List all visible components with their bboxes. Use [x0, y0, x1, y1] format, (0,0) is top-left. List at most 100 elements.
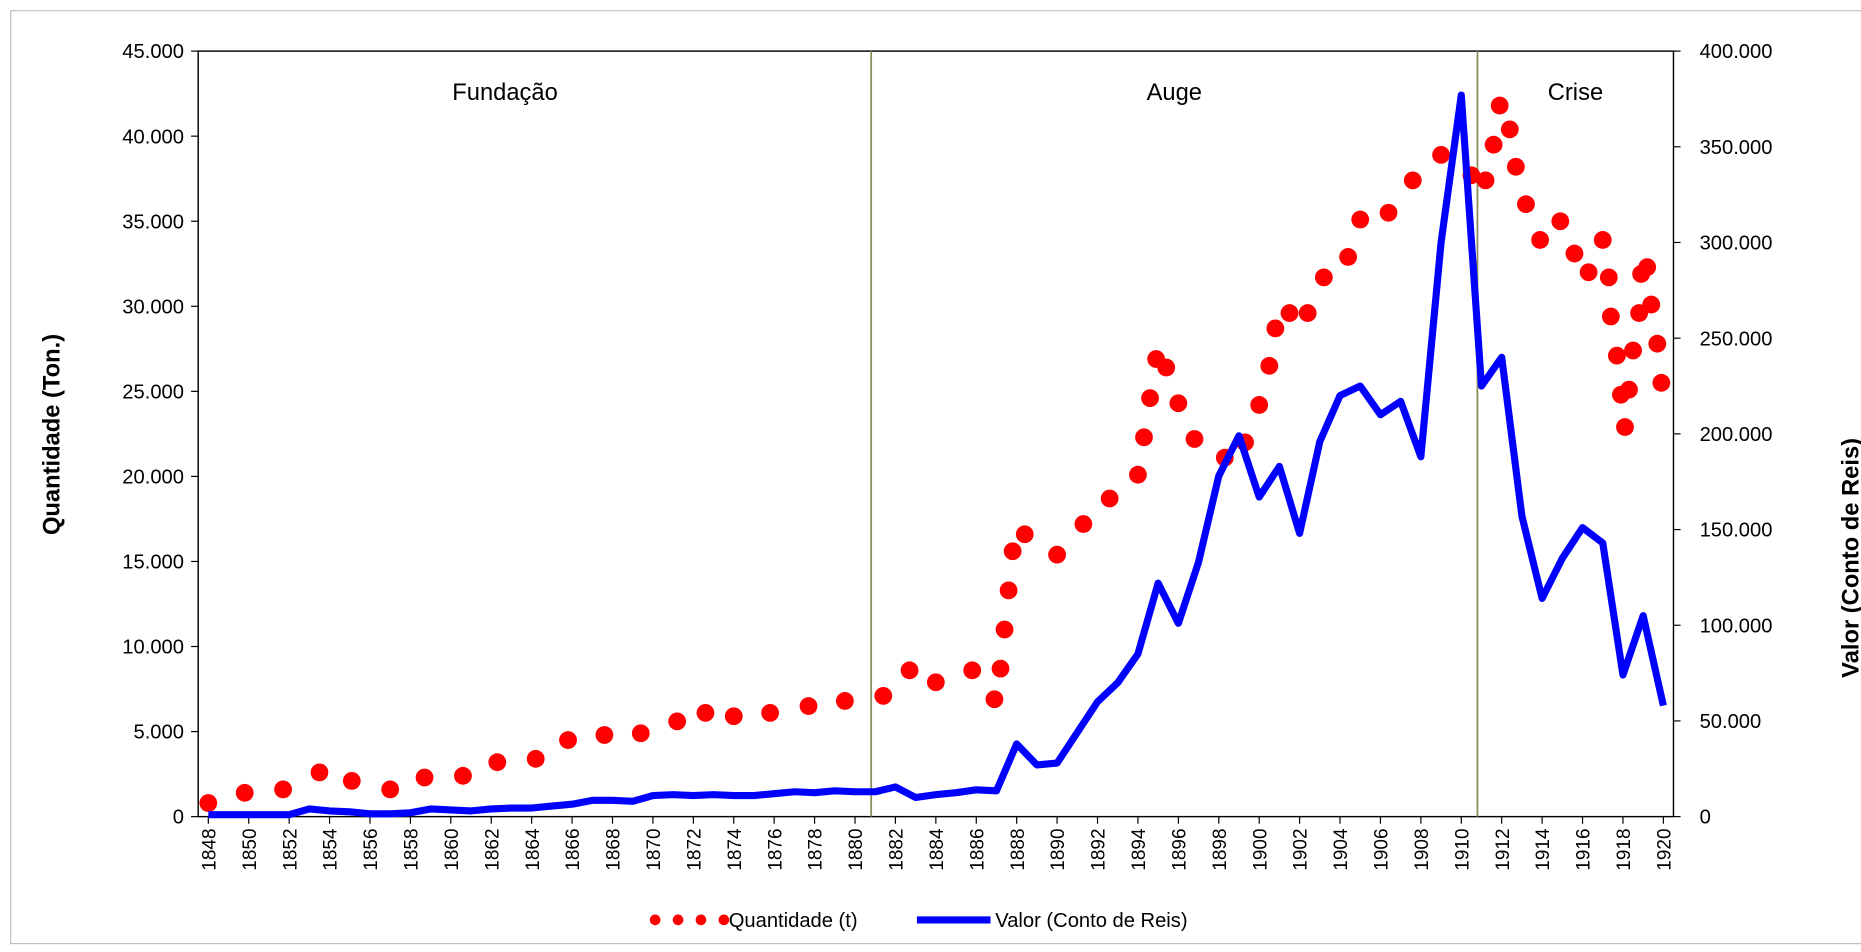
x-tick-label: 1890 [1048, 828, 1069, 870]
data-point [488, 753, 507, 772]
period-label: Fundação [452, 80, 557, 106]
legend-label: Valor (Conto de Reis) [995, 910, 1187, 932]
x-tick-label: 1866 [563, 828, 584, 870]
y2-tick-label: 100.000 [1700, 615, 1773, 637]
x-tick-label: 1856 [361, 828, 382, 870]
period-label: Crise [1548, 80, 1603, 106]
data-point [1141, 389, 1159, 408]
y2-tick-label: 250.000 [1700, 328, 1773, 350]
y-tick-label: 30.000 [122, 296, 184, 318]
data-point [342, 772, 361, 790]
data-point [1266, 319, 1285, 338]
x-tick-label: 1908 [1412, 828, 1433, 870]
x-tick-label: 1854 [321, 828, 342, 870]
data-point [526, 749, 545, 768]
legend-label: Quantidade (t) [729, 910, 858, 932]
x-tick-label: 1888 [1008, 828, 1029, 870]
data-point [1551, 212, 1570, 231]
data-point [668, 712, 687, 731]
data-point [1403, 171, 1422, 190]
data-point [1314, 268, 1333, 287]
data-point [991, 659, 1010, 678]
data-point [1607, 346, 1626, 365]
y2-axis-title: Valor (Conto de Reis) [1839, 438, 1861, 678]
x-tick-label: 1878 [806, 828, 827, 870]
data-point [1638, 258, 1657, 277]
data-point [874, 686, 893, 705]
x-tick-label: 1918 [1614, 828, 1635, 870]
data-point [1003, 542, 1022, 561]
data-point [1616, 418, 1634, 436]
data-point [1517, 195, 1535, 214]
data-point [1579, 263, 1598, 282]
y2-tick-label: 300.000 [1700, 233, 1773, 255]
data-point [1351, 210, 1370, 229]
x-tick-label: 1914 [1533, 828, 1554, 870]
data-point [999, 581, 1018, 600]
y-tick-label: 0 [173, 807, 184, 829]
y-tick-label: 35.000 [122, 211, 184, 233]
data-point [1490, 96, 1509, 115]
data-point [1129, 465, 1147, 484]
data-point [1074, 515, 1093, 533]
y-tick-label: 15.000 [122, 552, 184, 574]
x-tick-label: 1920 [1654, 828, 1675, 870]
data-point [1565, 244, 1584, 263]
data-point [1593, 231, 1612, 249]
x-tick-label: 1864 [523, 828, 544, 870]
y-tick-label: 5.000 [134, 722, 184, 744]
data-point [926, 673, 945, 692]
data-point [1476, 171, 1495, 190]
y2-tick-label: 50.000 [1700, 711, 1762, 733]
data-point [1339, 248, 1358, 266]
data-point [1135, 428, 1153, 447]
data-line [208, 91, 1667, 819]
x-tick-label: 1896 [1169, 828, 1190, 870]
data-point [1379, 203, 1398, 222]
data-point [454, 766, 472, 785]
x-tick-label: 1880 [846, 828, 867, 870]
data-point [696, 703, 715, 722]
data-point [963, 661, 982, 680]
data-point [1432, 145, 1450, 164]
data-point [835, 692, 854, 710]
data-point [1648, 334, 1667, 353]
period-label: Auge [1147, 80, 1202, 106]
x-tick-label: 1912 [1493, 828, 1514, 870]
data-point [310, 763, 329, 782]
data-point [1620, 380, 1638, 399]
data-point [995, 620, 1014, 639]
data-point [631, 724, 650, 743]
data-point [1185, 430, 1204, 448]
data-point [761, 703, 780, 722]
data-point [1599, 268, 1618, 287]
x-tick-label: 1906 [1372, 828, 1393, 870]
data-point [799, 697, 818, 715]
y-tick-label: 20.000 [122, 467, 184, 489]
x-tick-label: 1900 [1250, 828, 1271, 870]
data-point [985, 690, 1004, 709]
data-point [199, 794, 218, 812]
y-tick-label: 25.000 [122, 381, 184, 403]
y-axis-title: Quantidade (Ton.) [39, 334, 65, 535]
x-tick-label: 1886 [967, 828, 988, 870]
data-point [1100, 489, 1119, 508]
x-tick-label: 1870 [644, 828, 665, 870]
data-point [1015, 525, 1034, 544]
x-tick-label: 1874 [725, 828, 746, 870]
data-point [1484, 135, 1503, 154]
data-point [1157, 358, 1176, 377]
data-point [381, 780, 400, 799]
chart-border [10, 10, 1861, 945]
data-point [1652, 373, 1671, 392]
x-tick-label: 1862 [482, 828, 503, 870]
data-point [724, 707, 743, 726]
x-tick-label: 1894 [1129, 828, 1150, 870]
x-tick-label: 1904 [1331, 828, 1352, 870]
data-point [1624, 341, 1642, 360]
x-tick-label: 1868 [604, 828, 625, 870]
data-point [900, 661, 919, 680]
x-tick-label: 1850 [240, 828, 261, 870]
data-point [235, 783, 254, 802]
